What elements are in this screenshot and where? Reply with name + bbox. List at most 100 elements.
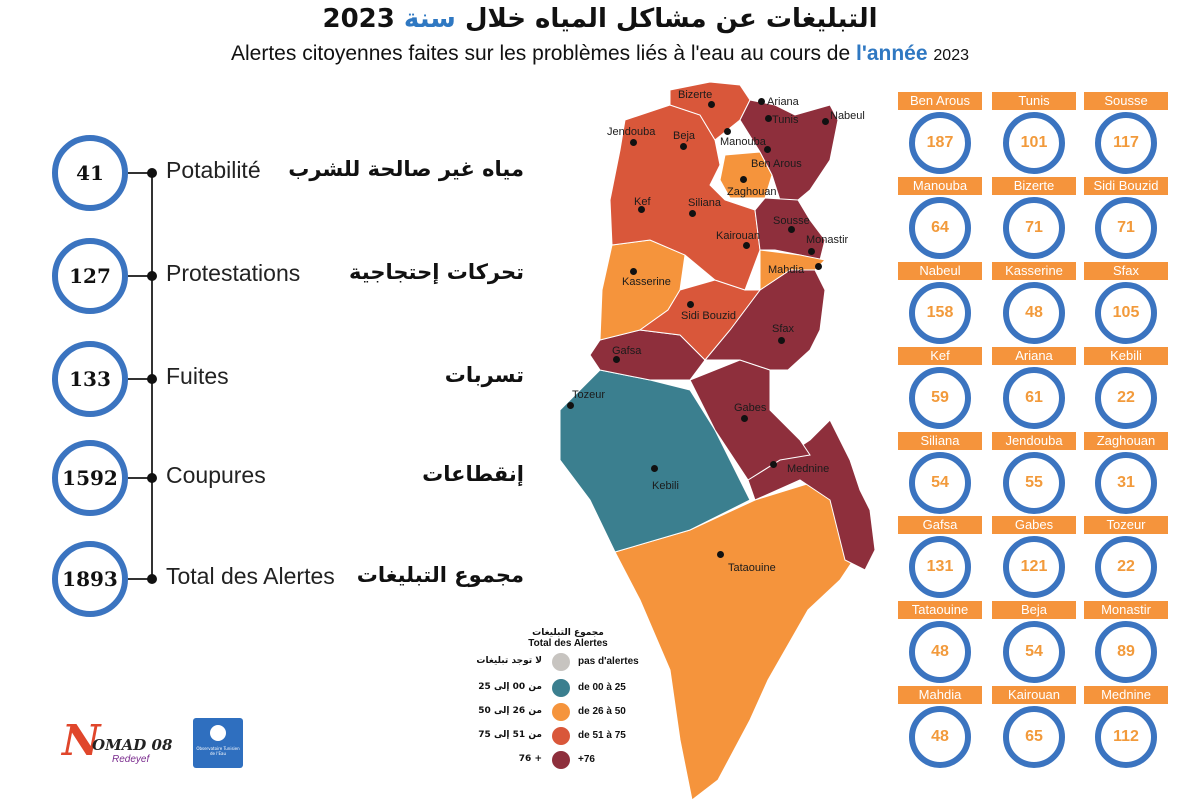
gov-name: Sousse [1084, 92, 1168, 110]
city-dot [808, 248, 815, 255]
gov-card-ben-arous: Ben Arous 187 [892, 92, 988, 178]
gov-value: 48 [1003, 282, 1065, 344]
gov-value: 158 [909, 282, 971, 344]
gov-card-beja: Beja 54 [986, 601, 1082, 687]
gov-value: 61 [1003, 367, 1065, 429]
stat-total: 1893 Total des Alertes مجموع التبليغات [52, 541, 532, 617]
stat-label-fr: Coupures [166, 462, 266, 488]
stat-label-ar: تحركات إحتجاجية [349, 260, 524, 284]
legend-title-fr: Total des Alertes [528, 638, 608, 649]
observatory-logo: Observatoire Tunisien de l'Eau [193, 718, 243, 768]
legend-item: لا توجد تبليغات pas d'alertes [476, 652, 658, 672]
gov-card-tunis: Tunis 101 [986, 92, 1082, 178]
legend-item: من 26 إلى 50 de 26 à 50 [478, 702, 658, 722]
gov-value: 59 [909, 367, 971, 429]
gov-name: Nabeul [898, 262, 982, 280]
city-dot [630, 139, 637, 146]
legend-item: من 00 إلى 25 de 00 à 25 [478, 678, 658, 698]
observatory-logo-text: Observatoire Tunisien de l'Eau [196, 746, 240, 756]
city-label-nabeul: Nabeul [830, 110, 865, 122]
city-label-kebili: Kebili [652, 480, 679, 492]
gov-value: 31 [1095, 452, 1157, 514]
gov-value: 117 [1095, 112, 1157, 174]
city-label-ben-arous: Ben Arous [751, 158, 802, 170]
gov-name: Kairouan [992, 686, 1076, 704]
legend-label-fr: de 00 à 25 [578, 682, 626, 693]
gov-card-mednine: Mednine 112 [1078, 686, 1174, 772]
city-label-ariana: Ariana [767, 96, 799, 108]
gov-card-sousse: Sousse 117 [1078, 92, 1174, 178]
gov-value: 112 [1095, 706, 1157, 768]
gov-name: Kebili [1084, 347, 1168, 365]
gov-card-tozeur: Tozeur 22 [1078, 516, 1174, 602]
region-mahdia [759, 249, 827, 291]
city-dot [613, 356, 620, 363]
gov-name: Kasserine [992, 262, 1076, 280]
city-label-manouba: Manouba [720, 136, 766, 148]
gov-card-zaghouan: Zaghouan 31 [1078, 432, 1174, 518]
legend-title-ar: مجموع التبليغات [532, 628, 604, 638]
stat-dot [147, 473, 157, 483]
city-dot [758, 98, 765, 105]
map-legend: مجموع التبليغات Total des Alertes لا توج… [476, 628, 658, 778]
nomad-logo-sub: Redeyef [112, 754, 150, 765]
gov-name: Bizerte [992, 177, 1076, 195]
title-fr-year: 2023 [933, 47, 969, 64]
stat-dot [147, 374, 157, 384]
city-dot [778, 337, 785, 344]
city-label-zaghouan: Zaghouan [727, 186, 777, 198]
legend-swatch-51-75 [552, 727, 570, 745]
stat-label-fr: Total des Alertes [166, 563, 335, 589]
legend-label-ar: من 00 إلى 25 [478, 682, 542, 692]
region-mednine [747, 419, 876, 571]
gov-value: 121 [1003, 536, 1065, 598]
tunisia-map-svg [559, 81, 876, 800]
city-label-sidi-bouzid: Sidi Bouzid [681, 310, 737, 322]
city-dot [651, 465, 658, 472]
city-label-tozeur: Tozeur [572, 389, 606, 401]
gov-value: 131 [909, 536, 971, 598]
gov-card-kebili: Kebili 22 [1078, 347, 1174, 433]
gov-card-siliana: Siliana 54 [892, 432, 988, 518]
gov-card-kasserine: Kasserine 48 [986, 262, 1082, 348]
stat-label-ar: مجموع التبليغات [356, 563, 524, 587]
gov-card-nabeul: Nabeul 158 [892, 262, 988, 348]
legend-item: + 76 +76 [478, 750, 658, 770]
city-dot [743, 242, 750, 249]
city-dot [567, 402, 574, 409]
legend-swatch-0-25 [552, 679, 570, 697]
gov-card-jendouba: Jendouba 55 [986, 432, 1082, 518]
city-label-monastir: Monastir [806, 234, 849, 246]
gov-value: 22 [1095, 536, 1157, 598]
city-dot [680, 143, 687, 150]
stat-value-circle: 1592 [52, 440, 128, 516]
title-ar-main: التبليغات عن مشاكل المياه خلال [464, 4, 878, 34]
title-ar-highlight: سنة [403, 4, 456, 34]
city-label-bizerte: Bizerte [678, 89, 713, 101]
stat-label-fr: Fuites [166, 363, 229, 389]
gov-name: Zaghouan [1084, 432, 1168, 450]
gov-value: 22 [1095, 367, 1157, 429]
legend-label-fr: de 26 à 50 [578, 706, 626, 717]
gov-card-gafsa: Gafsa 131 [892, 516, 988, 602]
gov-value: 187 [909, 112, 971, 174]
city-dot [765, 115, 772, 122]
gov-card-ariana: Ariana 61 [986, 347, 1082, 433]
city-dot [708, 101, 715, 108]
gov-card-manouba: Manouba 64 [892, 177, 988, 263]
city-label-gafsa: Gafsa [612, 345, 642, 357]
water-drop-icon [210, 725, 226, 741]
gov-name: Gafsa [898, 516, 982, 534]
gov-name: Mahdia [898, 686, 982, 704]
city-label-kef: Kef [634, 196, 651, 208]
city-label-mednine: Mednine [787, 463, 830, 475]
gov-card-monastir: Monastir 89 [1078, 601, 1174, 687]
legend-label-ar: لا توجد تبليغات [476, 656, 542, 666]
gov-value: 89 [1095, 621, 1157, 683]
title-fr-main: Alertes citoyennes faites sur les problè… [231, 42, 851, 65]
gov-card-bizerte: Bizerte 71 [986, 177, 1082, 263]
tunisia-map [540, 80, 880, 800]
region-tataouine [614, 479, 861, 800]
gov-value: 64 [909, 197, 971, 259]
city-dot [689, 210, 696, 217]
